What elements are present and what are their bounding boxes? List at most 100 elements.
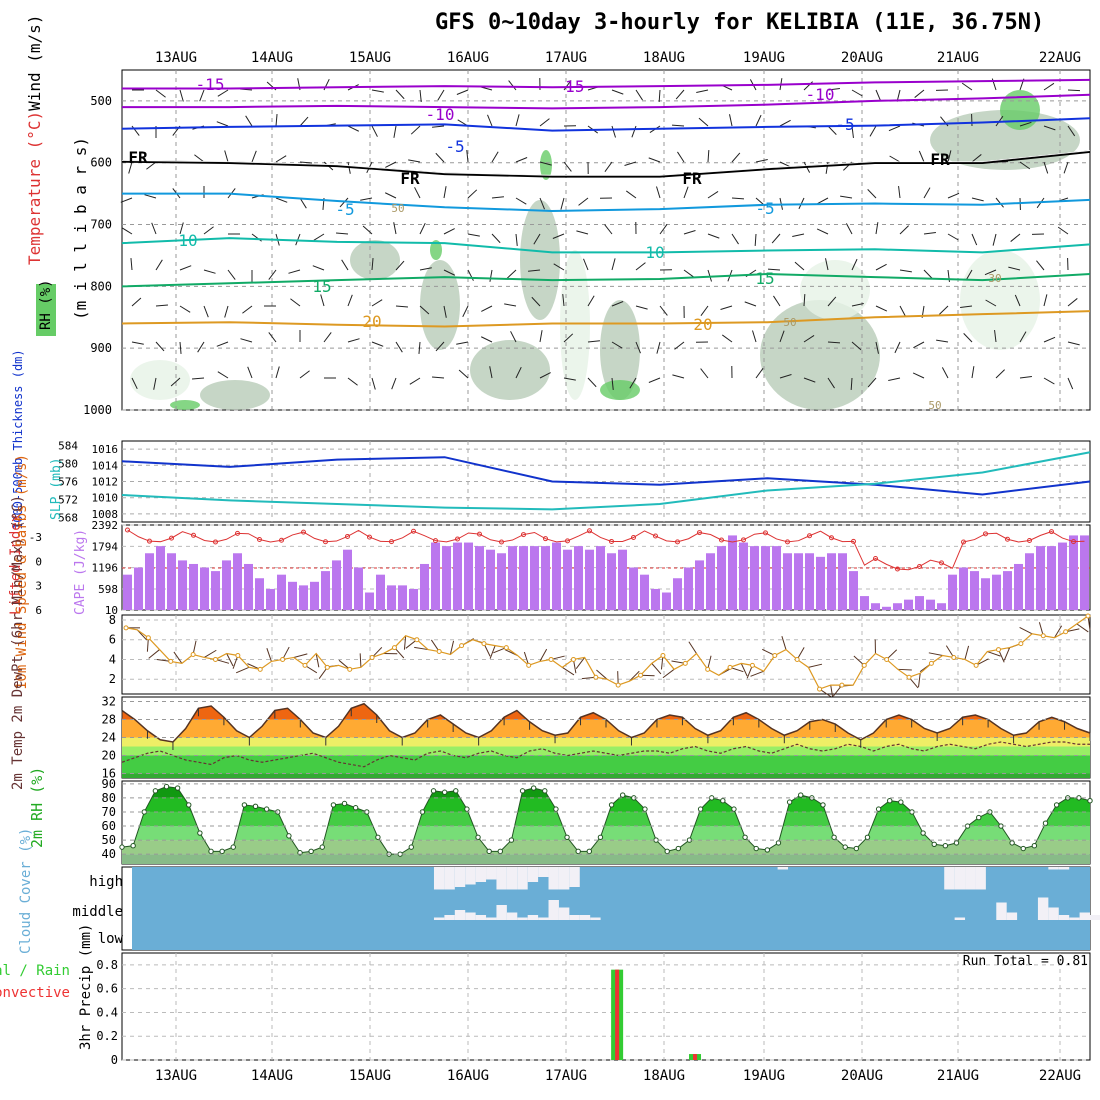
thickness-axis-label: 1000-500mb Thickness (dm) — [11, 349, 25, 530]
cape-bar — [981, 578, 990, 610]
cloud-middle-bar — [1069, 917, 1080, 920]
wind-barb — [146, 161, 157, 170]
rh-shade-blob — [540, 150, 552, 180]
wind-barb — [587, 377, 597, 388]
wind-barb — [240, 338, 253, 343]
slp-tick-label: 1012 — [92, 476, 119, 489]
rh-axis-label: 2m RH (%) — [28, 767, 46, 848]
wind-barb — [1063, 161, 1069, 174]
lifted-index-marker — [257, 537, 262, 543]
temp-band — [122, 746, 1090, 756]
panel1-ylabel: Temperature (°C)Wind (m/s) — [25, 15, 44, 265]
wind-barb — [563, 79, 572, 91]
wind-barb — [395, 89, 405, 100]
cape-bar — [673, 578, 682, 610]
cloud-high-bar — [944, 867, 955, 890]
wind-barb — [443, 269, 456, 276]
wind-barb — [583, 258, 589, 271]
wind-barb — [587, 295, 595, 307]
wind-barb — [395, 341, 403, 353]
rh-marker — [542, 788, 548, 794]
cloud-middle-bar — [1037, 897, 1049, 920]
wind-barb — [561, 666, 575, 676]
lifted-index-marker — [521, 532, 526, 538]
wind-barb — [336, 232, 349, 235]
lifted-index-marker — [1071, 539, 1076, 545]
cloud-high-bar — [777, 867, 789, 870]
wind-barb — [683, 269, 695, 278]
wind-barb — [371, 377, 376, 390]
wind-barb — [266, 648, 272, 662]
wind-panel — [121, 614, 1091, 695]
cape-bar — [992, 574, 1001, 610]
wind-barb — [393, 222, 397, 235]
contour-label: -10 — [806, 85, 835, 104]
wind-barb — [773, 295, 781, 307]
rh-marker — [853, 845, 860, 852]
wind-barb — [419, 89, 422, 102]
wind-barb — [987, 651, 1001, 657]
cape-bar — [706, 553, 715, 610]
rh-shade-blob — [600, 380, 640, 400]
cloud-level-label: high — [89, 874, 123, 890]
wind-barb — [1067, 341, 1080, 346]
wind-barb — [539, 161, 552, 166]
cape-bar — [728, 535, 737, 610]
wind-barb — [323, 332, 332, 343]
wind-barb — [803, 335, 815, 343]
cape-bar — [398, 585, 407, 610]
bottom-date-label: 13AUG — [155, 1068, 197, 1084]
precip-panel — [121, 952, 1091, 1061]
wind-barb — [395, 260, 405, 271]
lifted-index-marker — [1005, 536, 1010, 542]
wind-barb — [827, 88, 840, 91]
precip-tick-label: 0.8 — [96, 958, 118, 972]
wind-barb — [275, 197, 288, 203]
rh-marker — [875, 806, 882, 812]
wind-barb — [721, 334, 733, 343]
wind-barb — [563, 377, 576, 381]
wind-barb — [656, 341, 661, 354]
wind-barb — [960, 305, 973, 308]
cape-bar — [739, 542, 748, 610]
wind-barb — [203, 305, 209, 318]
wind-barb — [869, 125, 877, 137]
wind-barb — [875, 341, 879, 354]
rh-marker — [1042, 820, 1049, 826]
rh-marker — [152, 788, 159, 794]
wind-barb — [1010, 233, 1021, 242]
pressure-tick-label: 600 — [90, 156, 112, 170]
cape-bar — [563, 549, 572, 610]
lifted-index-marker — [213, 539, 218, 545]
wind-barb — [203, 226, 214, 235]
wind-barb — [491, 233, 501, 244]
precip-tick-label: 0.6 — [96, 982, 118, 996]
wind-barb — [510, 331, 517, 343]
rh-marker — [709, 795, 715, 801]
cape-bar — [1080, 535, 1089, 610]
cape-bar — [519, 546, 528, 610]
wind-barb — [339, 197, 349, 208]
wind-barb — [515, 157, 528, 163]
cape-bar — [1058, 542, 1067, 610]
rh-marker — [1053, 802, 1060, 808]
wind-speed-marker — [638, 672, 644, 678]
wind-barb — [803, 293, 806, 307]
wind-speed-marker — [794, 656, 800, 662]
rh-marker — [742, 834, 748, 840]
cloud-middle-bar — [433, 917, 445, 920]
cape-bar — [959, 567, 968, 610]
lifted-index-marker — [983, 531, 988, 537]
wind-barb — [755, 159, 768, 163]
cloud-middle-bar — [954, 917, 966, 920]
wind-barb — [851, 303, 864, 307]
cloud-middle-bar — [454, 910, 466, 920]
wind-barb — [120, 197, 133, 203]
rh-marker — [497, 848, 503, 855]
rh-marker — [486, 848, 492, 855]
pressure-tick-label: 800 — [90, 279, 112, 293]
wind-barb — [235, 666, 250, 674]
rh-marker — [664, 848, 670, 855]
wind-barb — [888, 377, 901, 381]
wind-barb — [173, 651, 183, 664]
